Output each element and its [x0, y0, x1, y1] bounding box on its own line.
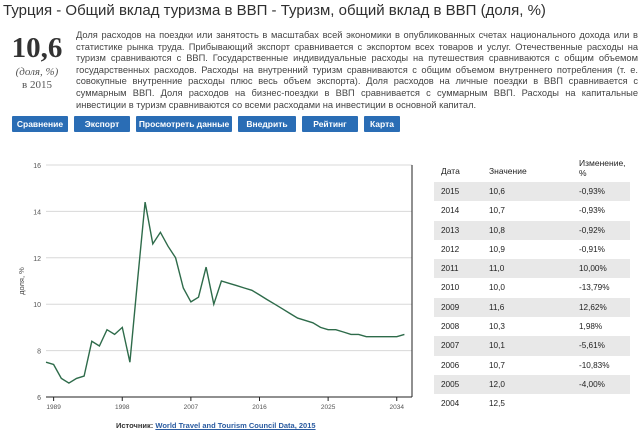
table-row: 2008 10,3 1,98%: [434, 317, 630, 336]
y-tick-label: 14: [33, 209, 41, 216]
export-button[interactable]: Экспорт: [74, 116, 130, 132]
table-row: 2009 11,6 12,62%: [434, 297, 630, 318]
table-row: 2005 12,0 -4,00%: [434, 374, 630, 395]
row-value: 10,7: [489, 206, 505, 216]
embed-button[interactable]: Внедрить: [238, 116, 296, 132]
row-value: 10,7: [489, 360, 505, 370]
row-change: -10,83%: [579, 360, 610, 370]
row-change: 12,62%: [579, 302, 607, 312]
compare-button[interactable]: Сравнение: [12, 116, 68, 132]
row-date: 2011: [441, 264, 459, 274]
current-value-box: 10,6 (доля, %) в 2015: [4, 34, 70, 92]
row-value: 10,0: [489, 283, 505, 293]
row-change: 1,98%: [579, 322, 603, 332]
indicator-description: Доля расходов на поездки или занятость в…: [76, 30, 638, 110]
table-row: 2014 10,7 -0,93%: [434, 201, 630, 220]
y-tick-label: 16: [33, 163, 41, 170]
data-table: Дата Значение Изменение, % 2015 10,6 -0,93…: [434, 155, 630, 414]
map-button[interactable]: Карта: [364, 116, 400, 132]
table-row: 2015 10,6 -0,93%: [434, 182, 630, 202]
x-tick-label: 2016: [252, 404, 267, 411]
y-axis-label: доля, %: [17, 267, 26, 295]
x-tick-label: 1989: [46, 404, 61, 411]
y-tick-label: 6: [37, 395, 41, 402]
row-value: 11,6: [489, 302, 505, 312]
row-change: 10,00%: [579, 264, 607, 274]
table-row: 2011 11,0 10,00%: [434, 259, 630, 279]
row-change: -0,92%: [579, 225, 605, 235]
row-change: -5,61%: [579, 341, 605, 351]
page-title: Турция - Общий вклад туризма в ВВП - Тур…: [3, 2, 546, 19]
source-link[interactable]: World Travel and Tourism Council Data, 2…: [155, 421, 316, 430]
rating-button[interactable]: Рейтинг: [302, 116, 358, 132]
table-row: 2006 10,7 -10,83%: [434, 356, 630, 375]
row-change: -13,79%: [579, 283, 610, 293]
line-chart-svg: 6 8 10 12 14 16 1989 1998 2007 2016 2025 2034 доля, …: [17, 163, 413, 411]
row-date: 2007: [441, 341, 460, 351]
table-row: 2004 12,5: [434, 394, 630, 413]
table-row: 2013 10,8 -0,92%: [434, 220, 630, 240]
row-date: 2012: [441, 244, 460, 254]
row-change: -0,93%: [579, 187, 605, 196]
series-line: [45, 201, 405, 384]
line-chart: 6 8 10 12 14 16 1989 1998 2007 2016 2025 2034 доля, …: [14, 155, 424, 431]
header-date: Дата: [441, 166, 460, 176]
row-date: 2013: [441, 225, 460, 235]
current-value: 10,6: [11, 32, 63, 64]
x-tick-label: 2034: [390, 404, 405, 411]
row-value: 10,8: [489, 225, 505, 235]
row-value: 10,9: [489, 244, 505, 254]
source-line: Источник: World Travel and Tourism Counc…: [116, 421, 316, 430]
y-tick-label: 12: [33, 256, 41, 263]
row-value: 10,1: [489, 341, 505, 351]
row-date: 2014: [441, 206, 460, 216]
row-value: 12,0: [489, 379, 505, 389]
y-tick-label: 10: [33, 302, 41, 309]
row-value: 12,5: [489, 399, 505, 409]
row-date: 2005: [441, 379, 460, 389]
table-row: 2012 10,9 -0,91%: [434, 240, 630, 259]
row-value: 10,6: [489, 187, 505, 196]
row-date: 2015: [441, 187, 460, 196]
row-date: 2010: [441, 283, 460, 293]
current-value-unit: (доля, %): [15, 66, 59, 78]
row-date: 2006: [441, 360, 460, 370]
table-body: 2015 10,6 -0,93% 2014 10,7 -0,93% 2013 10,8 -0,9…: [434, 182, 630, 414]
row-change: -0,91%: [579, 244, 605, 254]
current-value-year: в 2015: [22, 79, 52, 91]
x-tick-label: 2025: [321, 404, 336, 411]
header-change: Изменение, %: [579, 158, 626, 178]
row-value: 10,3: [489, 322, 505, 332]
table-row: 2010 10,0 -13,79%: [434, 278, 630, 297]
y-tick-label: 8: [37, 349, 41, 356]
row-change: -0,93%: [579, 206, 605, 216]
row-date: 2009: [441, 302, 460, 312]
source-label: Источник:: [116, 421, 154, 430]
table-header: Дата Значение Изменение, %: [434, 155, 630, 182]
row-value: 11,0: [489, 264, 505, 274]
x-tick-label: 1998: [115, 404, 130, 411]
x-tick-label: 2007: [184, 404, 199, 411]
view-data-button[interactable]: Просмотреть данные: [136, 116, 232, 132]
row-change: -4,00%: [579, 379, 605, 389]
header-value: Значение: [489, 166, 527, 176]
row-date: 2008: [441, 322, 460, 332]
row-date: 2004: [441, 399, 460, 409]
table-row: 2007 10,1 -5,61%: [434, 336, 630, 356]
